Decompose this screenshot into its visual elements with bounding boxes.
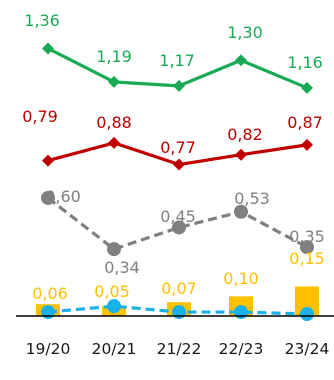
data-label: 0,45 (160, 207, 196, 226)
data-label: 0,15 (289, 249, 325, 268)
data-label: 0,79 (22, 107, 58, 126)
data-point (42, 42, 54, 55)
x-tick-label: 23/24 (285, 340, 330, 358)
data-point (173, 79, 185, 92)
data-label: 1,16 (287, 53, 323, 72)
data-point (172, 220, 186, 235)
data-point (173, 158, 185, 171)
data-label: 0,82 (227, 125, 263, 144)
data-point (301, 81, 313, 94)
data-labels: 1,36 1,19 1,17 1,30 1,16 0,79 0,88 0,77 0,82 0,87… (22, 11, 325, 303)
data-point (41, 190, 55, 205)
x-tick-label: 20/21 (92, 340, 137, 358)
data-point (235, 54, 247, 67)
data-point (42, 154, 54, 167)
line-series (41, 42, 314, 322)
x-axis-ticks: 19/20 20/21 21/22 22/23 23/24 (26, 340, 330, 358)
data-label: 0,07 (161, 279, 197, 298)
data-label: 0,77 (160, 138, 196, 157)
data-label: 0,05 (94, 282, 130, 301)
data-point (235, 148, 247, 161)
x-tick-label: 19/20 (26, 340, 71, 358)
series-line (47, 196, 308, 251)
data-point (41, 305, 55, 320)
data-point (300, 307, 314, 322)
data-point (108, 136, 120, 149)
data-point (300, 240, 314, 255)
data-label: 0,88 (96, 113, 132, 132)
data-label: 1,36 (24, 11, 60, 30)
data-label: 0,53 (234, 189, 270, 208)
data-label: 1,19 (96, 47, 132, 66)
data-label: 0,35 (289, 227, 325, 246)
data-point (234, 204, 248, 219)
data-label: 1,17 (159, 51, 195, 70)
data-point (107, 242, 121, 257)
data-label: 0,10 (223, 269, 259, 288)
data-label: 0,06 (32, 284, 68, 303)
data-point (172, 305, 186, 320)
data-point (234, 305, 248, 320)
data-label: 0,60 (45, 187, 81, 206)
data-point (108, 75, 120, 88)
data-point (301, 138, 313, 151)
data-label: 1,30 (227, 23, 263, 42)
x-tick-label: 21/22 (157, 340, 202, 358)
x-tick-label: 22/23 (219, 340, 264, 358)
data-point (107, 299, 121, 314)
data-label: 0,34 (104, 258, 140, 277)
data-label: 0,87 (287, 113, 323, 132)
